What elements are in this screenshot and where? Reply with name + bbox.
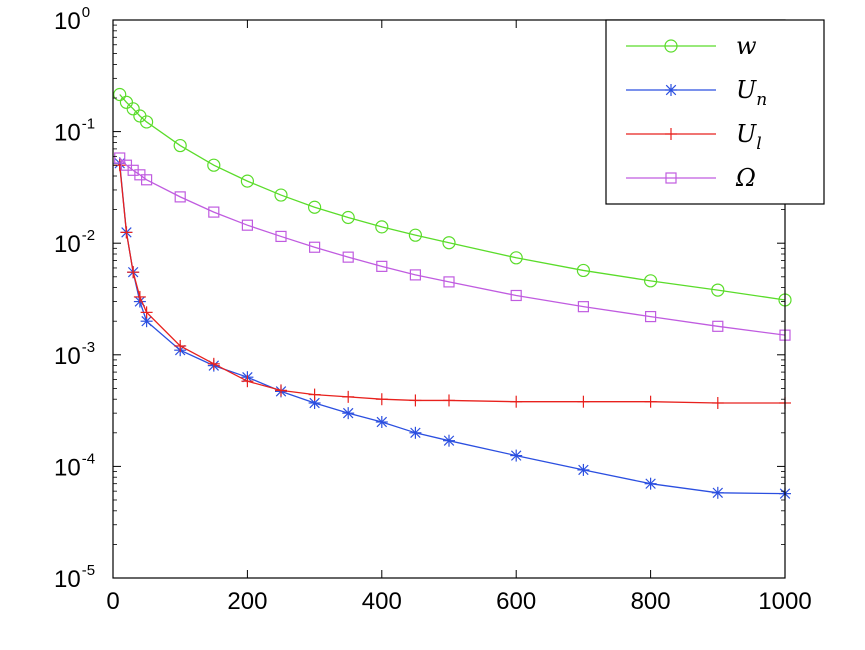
data-point xyxy=(509,251,523,265)
data-point xyxy=(510,289,522,302)
series-3 xyxy=(114,152,791,341)
y-tick-label: 10-3 xyxy=(54,339,95,370)
data-point xyxy=(140,306,153,319)
legend-swatch-marker xyxy=(665,172,677,184)
data-point xyxy=(375,415,388,428)
data-point xyxy=(643,274,658,288)
data-point xyxy=(644,395,657,408)
legend-label: w xyxy=(736,32,757,60)
data-point xyxy=(443,276,455,288)
series-line xyxy=(119,94,786,301)
data-point xyxy=(274,188,288,202)
data-point xyxy=(711,396,724,409)
data-point xyxy=(376,260,388,272)
data-point xyxy=(375,220,389,234)
legend-label: Ω xyxy=(735,164,756,192)
data-point xyxy=(133,290,146,303)
data-point xyxy=(711,283,725,297)
data-point xyxy=(174,191,186,203)
data-point xyxy=(644,310,657,323)
data-point xyxy=(442,236,456,250)
data-point xyxy=(275,230,287,243)
data-point xyxy=(174,339,187,352)
y-tick-label: 10-2 xyxy=(54,227,95,258)
data-point xyxy=(408,228,422,242)
data-point xyxy=(342,390,355,403)
x-tick-label: 400 xyxy=(362,588,402,615)
legend-swatch-marker xyxy=(665,84,677,96)
data-point xyxy=(240,174,254,188)
plot-frame xyxy=(112,19,786,579)
series-line xyxy=(119,157,786,336)
data-point xyxy=(207,158,221,172)
y-tick-label: 10-1 xyxy=(54,116,95,147)
legend: w Un Ul Ω xyxy=(605,19,825,205)
legend-label: Ul xyxy=(736,120,762,154)
x-tick-label: 800 xyxy=(631,588,671,615)
data-point xyxy=(308,388,321,401)
data-point xyxy=(409,394,422,407)
data-point xyxy=(443,434,455,447)
legend-swatch-marker xyxy=(665,128,677,140)
data-point xyxy=(140,115,154,129)
data-point xyxy=(510,395,523,408)
y-tick-label: 10-5 xyxy=(54,562,95,593)
data-point xyxy=(443,394,455,407)
axis-layer: 0 200 400 600 800 1000 100 10-1 10-2 10-3 10-4 10-5 xyxy=(54,4,812,615)
data-point xyxy=(409,426,422,439)
data-point xyxy=(375,393,388,406)
data-point xyxy=(577,301,590,313)
data-point xyxy=(120,226,133,239)
legend-box xyxy=(605,19,825,205)
data-point xyxy=(342,251,354,263)
data-point xyxy=(241,219,253,231)
data-point xyxy=(114,152,126,164)
data-point xyxy=(712,320,724,332)
data-point xyxy=(341,210,355,225)
y-tick-label: 10-4 xyxy=(54,450,95,481)
legend-item: Ω xyxy=(626,164,756,192)
data-point xyxy=(113,87,127,102)
legend-item: w xyxy=(626,32,757,60)
legend-label: Un xyxy=(736,76,767,110)
data-point xyxy=(207,357,220,370)
data-point xyxy=(577,395,590,408)
data-point xyxy=(308,396,321,409)
data-point xyxy=(577,463,590,476)
data-point xyxy=(576,263,591,278)
data-point xyxy=(644,477,657,490)
series-2 xyxy=(113,159,791,409)
data-point xyxy=(208,206,220,218)
legend-item: Ul xyxy=(626,120,762,154)
data-point xyxy=(126,102,140,116)
data-point xyxy=(127,266,140,279)
data-point xyxy=(173,138,187,153)
x-tick-label: 200 xyxy=(227,588,267,615)
data-point xyxy=(241,375,254,388)
data-point xyxy=(309,241,321,253)
data-point xyxy=(510,449,523,462)
x-tick-label: 1000 xyxy=(758,588,811,615)
legend-swatch-marker xyxy=(664,39,678,53)
series-layer xyxy=(113,87,792,500)
legend-item: Un xyxy=(626,76,767,110)
data-point xyxy=(409,269,421,281)
data-point xyxy=(141,174,153,186)
data-point xyxy=(711,486,724,499)
series-0 xyxy=(113,87,792,307)
data-point xyxy=(342,407,355,420)
x-tick-label: 600 xyxy=(496,588,536,615)
y-tick-label: 100 xyxy=(54,4,90,35)
data-point xyxy=(308,200,322,214)
x-tick-label: 0 xyxy=(106,588,119,615)
data-point xyxy=(275,384,287,397)
